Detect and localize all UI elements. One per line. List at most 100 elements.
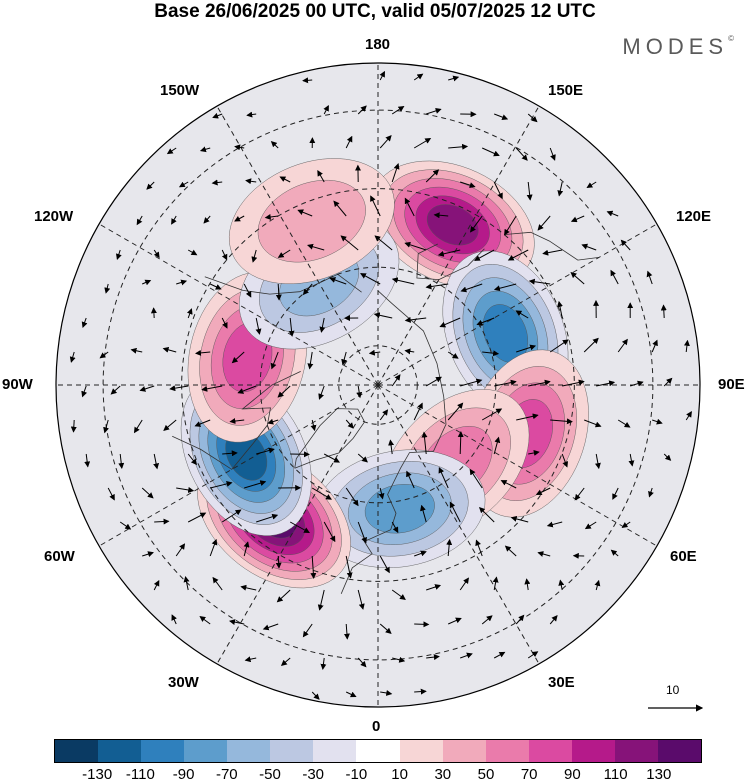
wind-arrow bbox=[256, 447, 275, 455]
wind-arrow bbox=[425, 283, 449, 290]
colorbar-tick-label: 10 bbox=[391, 766, 408, 783]
wind-arrow bbox=[475, 539, 483, 557]
wind-arrow bbox=[81, 385, 88, 398]
wind-arrow bbox=[360, 273, 381, 285]
wind-arrow bbox=[221, 509, 242, 523]
wind-arrow bbox=[574, 487, 585, 501]
wind-arrow bbox=[549, 339, 569, 353]
wind-arrow bbox=[186, 308, 193, 319]
wind-arrow bbox=[153, 580, 160, 591]
wind-arrow bbox=[460, 652, 473, 659]
coastline bbox=[340, 290, 447, 594]
wind-arrow bbox=[460, 378, 483, 387]
wind-arrow bbox=[391, 277, 415, 285]
wind-arrow bbox=[391, 521, 399, 534]
wind-arrow bbox=[297, 209, 313, 217]
lon-label-180: 180 bbox=[365, 36, 391, 53]
wind-arrow bbox=[433, 212, 449, 219]
colorbar-tick-label: -90 bbox=[172, 766, 195, 783]
wind-arrow bbox=[221, 317, 228, 329]
wind-arrow bbox=[317, 589, 325, 611]
wind-arrow bbox=[391, 105, 405, 115]
wind-arrow bbox=[307, 243, 325, 251]
wind-arrow bbox=[221, 249, 228, 261]
wind-arrow bbox=[481, 408, 503, 421]
colorbar-swatch bbox=[55, 740, 99, 762]
wind-arrow bbox=[264, 213, 279, 220]
wind-arrow bbox=[244, 480, 267, 489]
wind-arrow bbox=[277, 249, 291, 258]
wind-arrow bbox=[357, 105, 367, 115]
colorbar-tick-label: 30 bbox=[434, 766, 452, 783]
wind-arrow bbox=[210, 480, 233, 489]
wind-arrow bbox=[162, 346, 177, 353]
wind-arrow bbox=[581, 243, 597, 251]
brand-text: MODES bbox=[622, 34, 729, 59]
wind-arrow bbox=[84, 453, 91, 468]
wind-arrow bbox=[115, 249, 122, 260]
wind-arrow bbox=[199, 616, 211, 625]
wind-arrow bbox=[460, 181, 476, 189]
wind-arrow bbox=[414, 688, 427, 695]
wind-arrow bbox=[391, 589, 406, 600]
wind-arrow bbox=[373, 312, 393, 319]
wind-arrow bbox=[176, 279, 188, 286]
wind-arrow bbox=[345, 487, 359, 507]
wind-arrow bbox=[558, 579, 565, 591]
wind-arrow bbox=[237, 385, 257, 394]
wind-arrow bbox=[243, 541, 250, 557]
wind-arrow bbox=[356, 385, 363, 399]
wind-arrow bbox=[175, 543, 186, 557]
lon-label-30w: 30W bbox=[168, 674, 199, 691]
wind-arrow bbox=[318, 385, 325, 400]
wind-arrow bbox=[139, 385, 155, 392]
wind-arrow bbox=[524, 578, 531, 591]
wind-arrow bbox=[628, 453, 635, 467]
wind-arrow bbox=[448, 75, 460, 82]
wind-arrow bbox=[561, 453, 569, 468]
wind-arrow bbox=[311, 487, 332, 500]
wind-arrow bbox=[413, 402, 423, 421]
wind-arrow bbox=[606, 210, 619, 217]
wind-arrow bbox=[404, 197, 415, 217]
copyright-mark: © bbox=[728, 34, 734, 43]
wind-arrow bbox=[610, 269, 619, 285]
colorbar-swatch bbox=[399, 740, 443, 762]
wind-arrow bbox=[267, 418, 279, 425]
colorbar-tick-label: -130 bbox=[82, 766, 113, 783]
wind-arrow bbox=[118, 453, 125, 469]
wind-arrow bbox=[549, 615, 558, 625]
wind-arrow bbox=[279, 176, 291, 183]
wind-arrow bbox=[447, 617, 462, 625]
wind-arrow bbox=[302, 623, 313, 638]
wind-arrow bbox=[323, 105, 329, 115]
wind-arrow bbox=[251, 249, 258, 263]
wind-arrow bbox=[557, 300, 563, 319]
wind-arrow bbox=[476, 317, 495, 326]
anomaly-contour bbox=[426, 204, 479, 246]
lon-label-120e: 120E bbox=[676, 208, 712, 225]
wind-arrow bbox=[447, 351, 459, 359]
wind-arrow bbox=[474, 249, 495, 261]
wind-arrow bbox=[310, 555, 317, 579]
wind-arrow bbox=[357, 589, 365, 610]
wind-arrow bbox=[493, 181, 503, 200]
wind-arrow bbox=[426, 107, 442, 115]
wind-arrow bbox=[119, 521, 132, 530]
wind-arrow bbox=[187, 453, 198, 466]
wind-arrow bbox=[546, 521, 563, 528]
wind-arrow bbox=[663, 377, 673, 387]
wind-arrow bbox=[288, 317, 295, 337]
graticule bbox=[56, 63, 700, 707]
wind-arrow bbox=[270, 141, 279, 149]
wind-arrow bbox=[617, 419, 631, 428]
wind-arrow bbox=[357, 657, 367, 668]
wind-arrow bbox=[469, 468, 483, 489]
colorbar-tick-label: -50 bbox=[259, 766, 281, 783]
anomaly-negative-europe bbox=[314, 449, 486, 568]
lon-label-120w: 120W bbox=[34, 208, 74, 225]
wind-arrow bbox=[146, 181, 155, 190]
wind-arrow bbox=[187, 249, 198, 256]
wind-arrow bbox=[457, 431, 464, 455]
wind-arrow bbox=[153, 453, 160, 470]
